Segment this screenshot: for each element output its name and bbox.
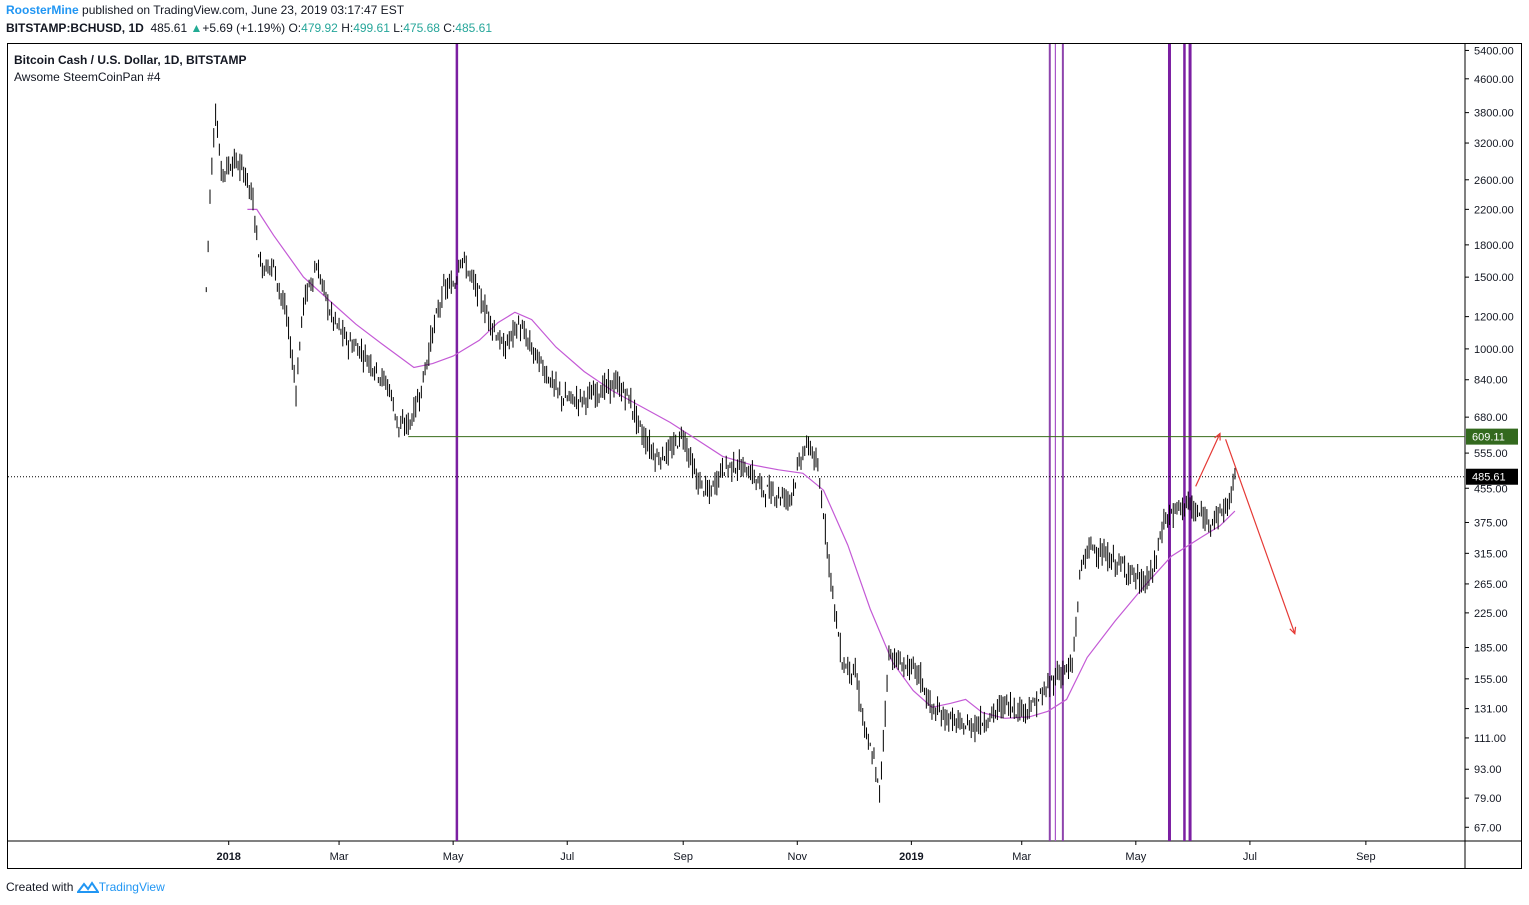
x-tick-label: Sep: [673, 851, 693, 863]
y-tick-label: 67.00: [1474, 822, 1502, 834]
last-price-label: 485.61: [1472, 472, 1506, 484]
tradingview-logo-icon[interactable]: [75, 880, 100, 897]
y-tick-label: 1000.00: [1474, 344, 1514, 356]
close-label: C:: [443, 21, 456, 35]
change-value: +5.69 (+1.19%): [202, 21, 286, 35]
chart-frame: [7, 43, 1522, 869]
created-with-text: Created with: [6, 880, 74, 894]
x-tick-label: Mar: [330, 851, 349, 863]
y-tick-label: 840.00: [1474, 375, 1508, 387]
forecast-arrow-line[interactable]: [1195, 433, 1221, 487]
footer: Created with TradingView: [6, 880, 165, 897]
y-tick-label: 111.00: [1474, 733, 1506, 745]
y-tick-label: 315.00: [1474, 548, 1508, 560]
last-price-label-bg: [1466, 468, 1518, 485]
last-price: 485.61: [150, 21, 188, 35]
chart-subtitle: Awsome SteemCoinPan #4: [14, 70, 161, 84]
close-value: 485.61: [455, 21, 492, 35]
y-tick-label: 1800.00: [1474, 240, 1514, 252]
y-tick-label: 93.00: [1474, 764, 1502, 776]
high-label: H:: [341, 21, 354, 35]
x-tick-label: May: [1125, 851, 1146, 863]
y-tick-label: 5400.00: [1474, 45, 1514, 57]
x-tick-label: Jul: [1243, 851, 1257, 863]
y-tick-label: 555.00: [1474, 448, 1508, 460]
x-tick-label: May: [443, 851, 464, 863]
publisher-link[interactable]: RoosterMine: [6, 3, 79, 17]
symbol-label: BITSTAMP:BCHUSD, 1D: [6, 21, 144, 35]
y-tick-label: 185.00: [1474, 643, 1508, 655]
y-tick-label: 3200.00: [1474, 138, 1514, 150]
y-tick-label: 680.00: [1474, 412, 1508, 424]
tradingview-brand-link[interactable]: TradingView: [98, 880, 165, 894]
forecast-arrow-head: [1214, 432, 1221, 441]
y-tick-label: 155.00: [1474, 674, 1508, 686]
y-tick-label: 265.00: [1474, 579, 1508, 591]
resistance-price-label: 609.11: [1472, 432, 1505, 444]
y-tick-label: 1200.00: [1474, 312, 1514, 324]
forecast-arrow-line[interactable]: [1225, 439, 1296, 634]
y-tick-label: 4600.00: [1474, 74, 1514, 86]
y-tick-label: 2600.00: [1474, 175, 1514, 187]
y-tick-label: 2200.00: [1474, 204, 1514, 216]
x-tick-label: Jul: [560, 851, 574, 863]
y-tick-label: 79.00: [1474, 793, 1502, 805]
x-tick-label: Sep: [1356, 851, 1376, 863]
published-text: published on TradingView.com, June 23, 2…: [78, 3, 405, 17]
y-tick-label: 375.00: [1474, 517, 1508, 529]
y-tick-label: 455.00: [1474, 483, 1508, 495]
x-tick-label: Nov: [788, 851, 808, 863]
y-tick-label: 3800.00: [1474, 108, 1514, 120]
x-tick-label: 2019: [899, 851, 923, 863]
up-arrow-icon: ▲: [190, 21, 203, 35]
x-tick-label: Mar: [1012, 851, 1031, 863]
low-value: 475.68: [403, 21, 440, 35]
x-tick-label: 2018: [216, 851, 240, 863]
publish-info: RoosterMine published on TradingView.com…: [6, 3, 404, 17]
resistance-price-label-bg: [1466, 428, 1518, 445]
high-value: 499.61: [353, 21, 390, 35]
y-tick-label: 225.00: [1474, 608, 1508, 620]
forecast-arrow-head: [1289, 626, 1297, 636]
y-tick-label: 1500.00: [1474, 272, 1514, 284]
y-tick-label: 131.00: [1474, 704, 1508, 716]
chart-title: Bitcoin Cash / U.S. Dollar, 1D, BITSTAMP: [14, 53, 246, 67]
moving-average-line: [247, 208, 1236, 719]
open-label: O:: [288, 21, 302, 35]
open-value: 479.92: [301, 21, 338, 35]
ohlc-bar: BITSTAMP:BCHUSD, 1D 485.61 ▲+5.69 (+1.19…: [6, 21, 492, 35]
low-label: L:: [393, 21, 404, 35]
